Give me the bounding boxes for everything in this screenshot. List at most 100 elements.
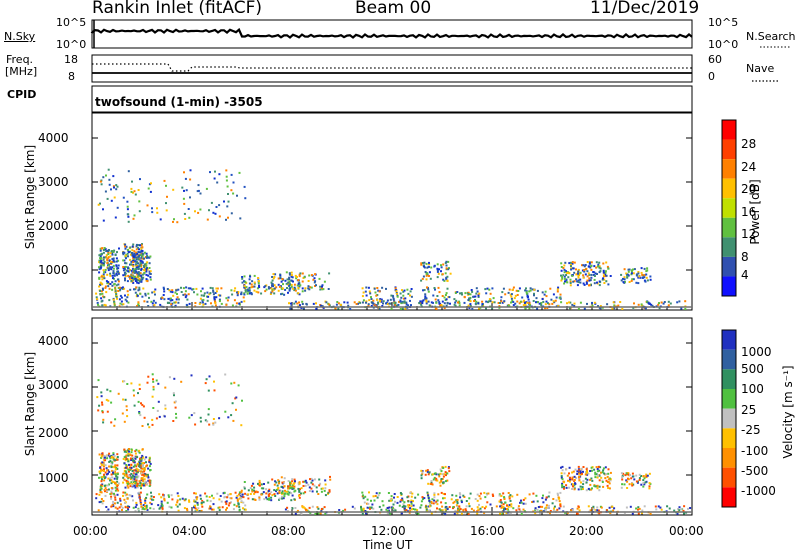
velocity-pt-429 — [131, 484, 134, 487]
velocity-pt-265 — [123, 448, 126, 451]
velocity-pt-595 — [106, 510, 108, 513]
velocity-pt-833 — [278, 492, 281, 494]
power-pt-1386 — [605, 280, 608, 283]
velocity-pt-1304 — [578, 471, 580, 474]
power-pt-1378 — [583, 269, 586, 271]
velocity-pt-33 — [106, 484, 109, 487]
power-pt-847 — [294, 287, 297, 290]
power-pt-853 — [297, 282, 300, 285]
power-pt-1559 — [151, 211, 154, 214]
power-pt-1481 — [187, 208, 190, 210]
velocity-pt-1054 — [476, 493, 479, 496]
velocity-pt-1307 — [573, 484, 576, 487]
power-pt-1469 — [225, 218, 227, 221]
velocity-pt-1211 — [447, 467, 450, 470]
velocity-pt-300 — [123, 456, 126, 459]
power-pt-74 — [99, 253, 102, 256]
velocity-pt-602 — [195, 498, 198, 501]
velocity-pt-938 — [500, 504, 503, 507]
power-pt-765 — [270, 287, 273, 290]
power-pt-251 — [135, 245, 138, 248]
velocity-pt-1205 — [427, 473, 430, 476]
velocity-pt-1681 — [612, 509, 615, 512]
power-pt-1403 — [643, 276, 646, 279]
velocity-pt-665 — [238, 491, 241, 494]
power-pt-1274 — [569, 282, 572, 284]
power-pt-547 — [147, 292, 150, 295]
velocity-pt-1305 — [607, 487, 610, 489]
velocity-pt-920 — [425, 505, 428, 508]
power-pt-571 — [206, 295, 208, 298]
power-pt-1095 — [456, 291, 459, 293]
velocity-pt-1577 — [296, 509, 299, 512]
velocity-pt-1449 — [638, 473, 641, 476]
velocity-pt-416 — [135, 477, 138, 480]
power-pt-1531 — [102, 176, 105, 179]
velocity-pt-130 — [113, 455, 116, 457]
velocity-pt-1175 — [440, 479, 443, 482]
velocity-pt-1608 — [317, 512, 320, 515]
velocity-pt-1223 — [420, 469, 423, 472]
power-pt-536 — [170, 303, 173, 306]
power-pt-149 — [103, 256, 105, 259]
velocity-pt-85 — [110, 487, 113, 489]
velocity-pt-278 — [124, 470, 127, 473]
velocity-pt-1093 — [372, 495, 375, 498]
velocity-pt-1496 — [151, 373, 154, 376]
velocity-pt-745 — [273, 493, 276, 496]
velocity-pt-992 — [426, 491, 429, 494]
power-pt-1480 — [238, 171, 241, 174]
power-pt-159 — [109, 274, 112, 277]
station-title: Rankin Inlet (fitACF) — [92, 0, 263, 18]
power-pt-943 — [420, 302, 423, 305]
velocity-pt-1234 — [598, 489, 601, 492]
velocity-pt-932 — [558, 500, 561, 503]
power-pt-151 — [105, 280, 108, 283]
power-pt-11 — [117, 264, 120, 267]
velocity-pt-583 — [176, 492, 179, 495]
velocity-pt-1081 — [433, 493, 436, 496]
power-pt-264 — [136, 262, 139, 265]
velocity-pt-408 — [131, 474, 134, 477]
noise-right-tick-top: 10^5 — [708, 16, 739, 29]
velocity-pt-945 — [508, 497, 511, 500]
velocity-pt-93 — [100, 455, 103, 458]
velocity-pt-746 — [281, 497, 284, 500]
power-pt-1316 — [563, 271, 566, 274]
velocity-pt-989 — [507, 492, 510, 494]
power-pt-1003 — [515, 289, 518, 292]
power-pt-1501 — [97, 203, 100, 206]
power-pt-1073 — [376, 298, 379, 301]
velocity-pt-1006 — [453, 500, 456, 503]
power-pt-1810 — [485, 300, 488, 303]
velocity-pt-1567 — [231, 402, 234, 405]
power-pt-459 — [104, 286, 107, 289]
velocity-pt-415 — [132, 465, 135, 468]
power-pt-1527 — [173, 218, 175, 221]
velocity-pt-83 — [111, 469, 114, 472]
velocity-pt-1500 — [107, 399, 110, 402]
power-pt-808 — [240, 291, 243, 294]
power-pt-1550 — [127, 220, 130, 223]
velocity-pt-32 — [116, 487, 119, 489]
power-pt-729 — [275, 286, 278, 289]
power-pt-1357 — [593, 278, 596, 281]
power-pt-1317 — [590, 273, 593, 276]
velocity-pt-490 — [116, 507, 119, 510]
power-pt-528 — [192, 288, 195, 291]
power-pt-728 — [251, 280, 254, 283]
power-pt-1125 — [501, 291, 504, 294]
power-pt-1665 — [487, 301, 489, 304]
velocity-pt-628 — [178, 503, 181, 506]
power-pt-894 — [377, 301, 379, 304]
velocity-pt-400 — [138, 463, 141, 466]
power-pt-283 — [122, 269, 125, 272]
velocity-pt-607 — [135, 501, 138, 504]
velocity-pt-1525 — [110, 421, 113, 424]
power-pt-1339 — [572, 267, 575, 270]
velocity-pt-109 — [98, 453, 101, 456]
power-pt-557 — [162, 286, 165, 289]
power-pt-1341 — [571, 274, 574, 277]
power-pt-663 — [161, 296, 164, 299]
power-pt-733 — [270, 291, 273, 294]
